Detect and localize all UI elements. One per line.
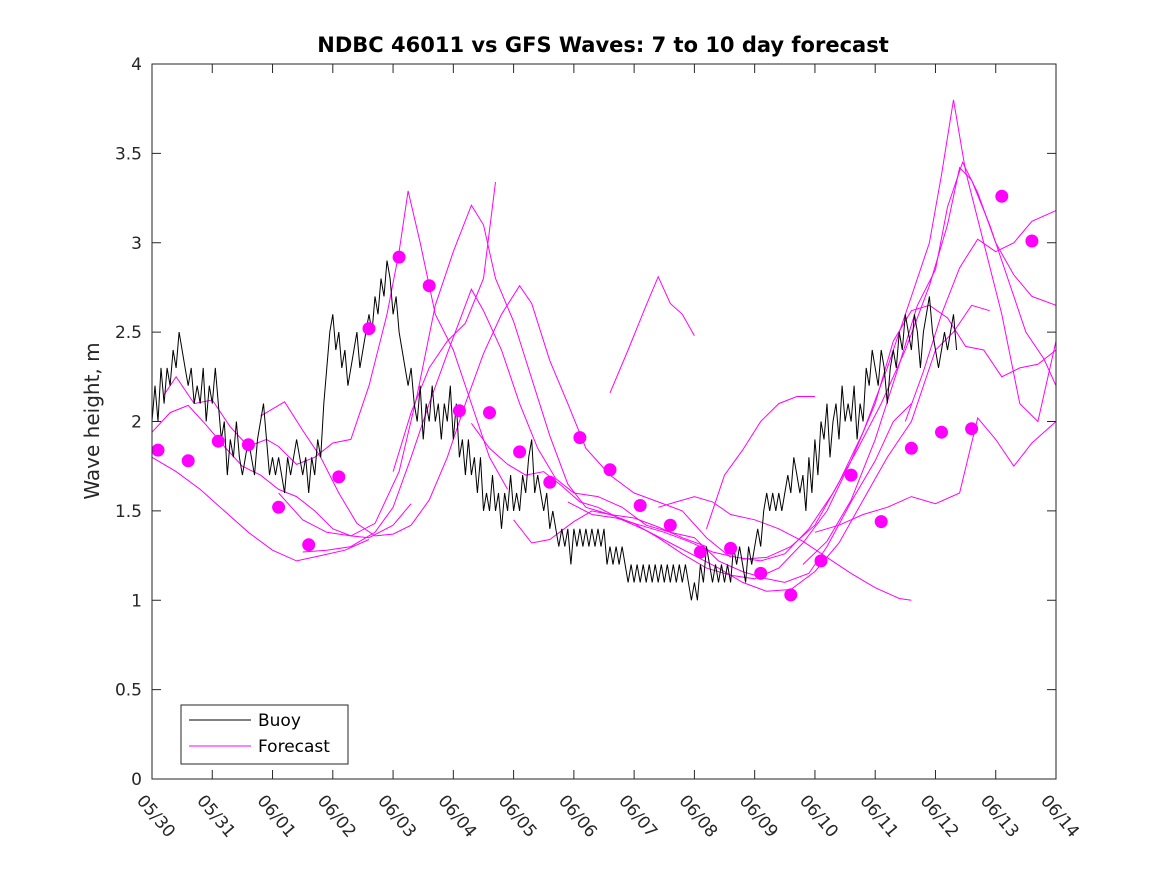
buoy-line [151,260,958,601]
forecast-line-3 [151,456,370,562]
forecast-line-12 [658,496,912,601]
legend-box [180,704,349,765]
forecast-marker-21 [754,566,768,580]
forecast-marker-13 [513,445,527,459]
y-axis-label: Wave height, m [80,342,104,499]
forecast-marker-10 [422,279,436,293]
forecast-line-1 [163,190,509,490]
y-tick-label: 1.5 [115,502,142,522]
y-tick-label: 2.5 [115,323,142,343]
forecast-line-6 [302,288,912,583]
forecast-line-8 [470,304,990,592]
forecast-marker-24 [844,468,858,482]
y-tick-label: 4 [131,55,142,75]
forecast-marker-27 [935,425,948,439]
forecast-marker-19 [693,545,707,559]
legend-forecast-label: Forecast [258,737,330,757]
forecast-marker-7 [332,470,346,484]
forecast-marker-1 [151,443,165,457]
forecast-marker-30 [1025,234,1039,248]
y-tick-label: 3.5 [115,144,142,164]
forecast-marker-28 [965,422,979,436]
chart-title: NDBC 46011 vs GFS Waves: 7 to 10 day for… [317,33,888,57]
forecast-line-13 [706,396,815,529]
forecast-line-15 [802,160,1057,565]
legend: Buoy Forecast [180,704,349,765]
forecast-marker-22 [784,588,798,602]
forecast-marker-16 [603,463,617,477]
forecast-marker-23 [814,554,828,568]
forecast-marker-15 [573,431,587,445]
forecast-marker-2 [181,454,195,468]
plot-background [152,64,1056,779]
forecast-marker-14 [543,475,557,489]
y-tick-label: 1 [131,591,142,611]
forecast-line-9 [513,304,1057,580]
y-tick-label: 2 [131,413,142,433]
forecast-marker-6 [302,538,316,552]
forecast-line-5 [278,204,707,548]
forecast-marker-17 [633,499,647,512]
y-tick-label: 0 [131,770,142,790]
forecast-marker-18 [663,518,677,532]
forecast-marker-20 [724,541,738,555]
forecast-line-17 [904,210,1057,422]
y-tick-label: 3 [131,234,142,254]
forecast-marker-25 [874,515,888,529]
forecast-line-16 [814,416,1057,533]
forecast-line-7 [392,181,496,472]
forecast-marker-11 [452,404,466,418]
forecast-line-14 [742,99,1057,560]
y-tick-label: 0.5 [115,681,142,701]
forecast-marker-8 [362,322,376,336]
forecast-marker-12 [483,406,496,420]
forecast-marker-29 [995,189,1009,203]
forecast-marker-3 [211,434,225,448]
series-layer [151,99,1057,602]
forecast-marker-26 [904,441,918,455]
forecast-line-2 [151,404,412,539]
legend-buoy-label: Buoy [258,711,301,731]
forecast-line-4 [260,284,731,558]
forecast-marker-4 [241,438,255,452]
forecast-marker-9 [392,250,406,264]
forecast-marker-5 [272,500,286,514]
forecast-line-11 [609,275,695,394]
